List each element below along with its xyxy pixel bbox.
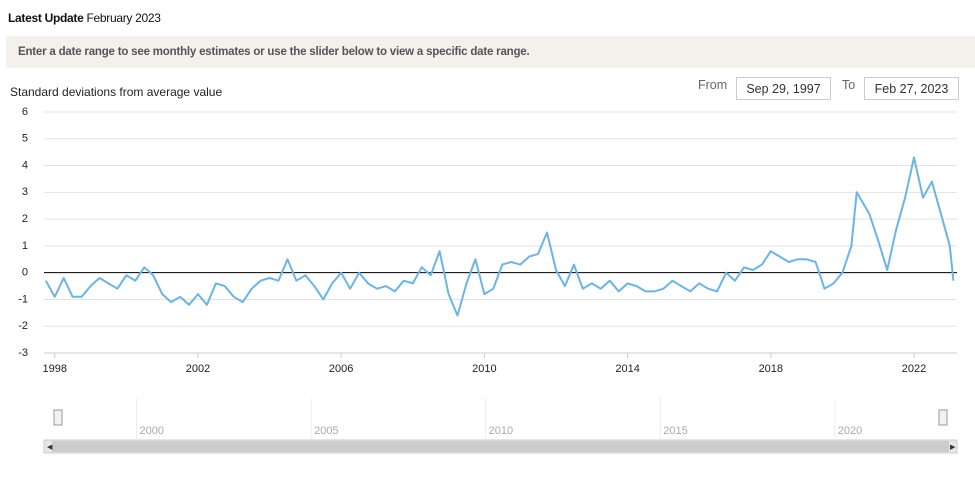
navigator-tick-label: 2005 [314, 425, 338, 437]
series-line [44, 156, 955, 317]
navigator-tick-label: 2020 [838, 425, 862, 437]
x-tick-label: 2014 [615, 363, 639, 375]
navigator-tick-label: 2015 [663, 425, 687, 437]
y-tick-label: 5 [22, 133, 28, 145]
y-axis-label: Standard deviations from average value [10, 85, 222, 99]
slider-handle[interactable] [53, 409, 63, 426]
scrollbar-thumb[interactable] [52, 441, 949, 452]
x-tick-label: 2002 [186, 363, 210, 375]
navigator-tick-label: 2010 [489, 425, 513, 437]
y-tick-label: -3 [18, 347, 28, 359]
scroll-left[interactable]: ◀ [47, 444, 53, 451]
from-label: From [698, 78, 728, 92]
x-tick-label: 1998 [42, 363, 66, 375]
x-tick-label: 2022 [902, 363, 926, 375]
x-tick-label: 2006 [329, 363, 353, 375]
instructions: Enter a date range to see monthly estima… [18, 46, 530, 58]
from-input[interactable]: Sep 29, 1997 [736, 77, 831, 100]
x-tick-label: 2018 [759, 363, 783, 375]
y-tick-label: -1 [18, 293, 28, 305]
y-tick-label: -2 [18, 320, 28, 332]
to-input[interactable]: Feb 27, 2023 [864, 77, 959, 100]
x-tick-label: 2010 [472, 363, 496, 375]
navigator-bg [44, 398, 957, 440]
instructions-band: Enter a date range to see monthly estima… [6, 36, 975, 68]
y-tick-label: 4 [22, 159, 28, 171]
navigator: ◀ ▶ 2000 2005 2010 2015 2020 [43, 398, 958, 454]
y-tick-label: 2 [22, 213, 28, 225]
update-label: Latest Update [8, 11, 84, 25]
y-tick-label: 6 [22, 106, 28, 118]
to-label: To [842, 78, 856, 92]
latest-update: Latest Update February 2023 [8, 11, 161, 25]
y-tick-label: 3 [22, 186, 28, 198]
update-value: February 2023 [86, 11, 161, 25]
slider-handle[interactable] [938, 409, 948, 426]
navigator-tick-label: 2000 [140, 425, 164, 437]
y-tick-label: 0 [22, 267, 28, 279]
y-tick-label: 1 [22, 240, 28, 252]
scroll-right[interactable]: ▶ [950, 444, 956, 451]
